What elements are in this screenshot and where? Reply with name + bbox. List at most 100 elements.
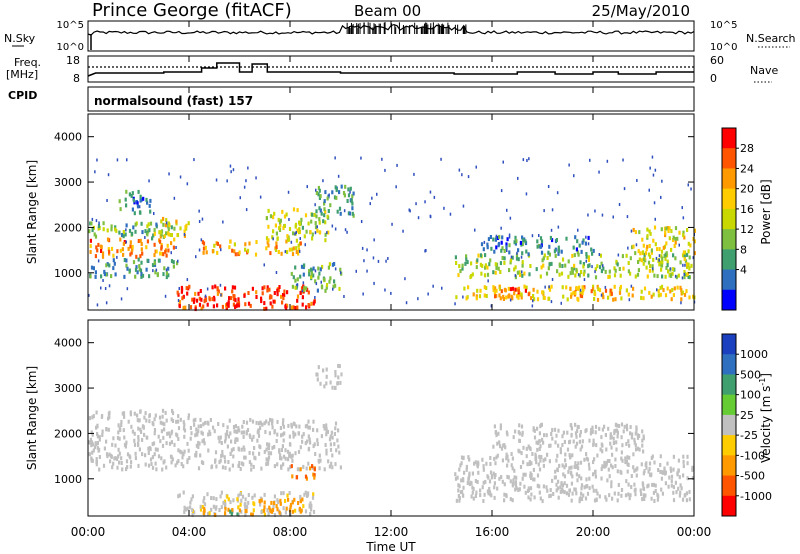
power-cell: [517, 176, 519, 180]
power-cell: [513, 291, 516, 296]
velocity-cell: [291, 453, 294, 458]
velocity-cell: [271, 445, 274, 450]
velocity-cell: [219, 458, 222, 463]
power-cell: [198, 296, 201, 301]
velocity-cell: [555, 482, 558, 487]
power-cell: [292, 246, 295, 251]
power-cell: [363, 259, 365, 263]
power-cell: [484, 253, 487, 258]
power-cell: [665, 241, 668, 246]
velocity-cell: [650, 496, 653, 501]
velocity-cell: [263, 449, 266, 454]
velocity-cell: [154, 461, 157, 466]
velocity-cell: [240, 430, 243, 435]
power-cell: [299, 237, 301, 240]
velocity-cell: [561, 434, 564, 439]
velocity-cell: [248, 460, 251, 465]
power-cell: [309, 230, 312, 235]
power-cell: [292, 231, 295, 236]
power-cell: [351, 201, 354, 206]
power-cell: [332, 284, 335, 289]
velocity-cell: [272, 505, 275, 510]
velocity-cell: [147, 463, 151, 468]
power-cell: [285, 239, 288, 244]
power-cell: [686, 271, 689, 276]
velocity-cell: [576, 424, 579, 429]
velocity-cell: [599, 447, 602, 452]
velocity-cell: [614, 464, 617, 468]
power-cell: [167, 227, 170, 232]
velocity-cell: [334, 421, 338, 426]
velocity-cell: [643, 497, 646, 501]
velocity-cell: [635, 447, 638, 452]
power-cell: [311, 236, 314, 241]
power-cell: [277, 250, 280, 254]
velocity-cell: [139, 409, 142, 414]
power-cell: [573, 263, 576, 268]
power-cell: [509, 298, 512, 302]
velocity-cell: [322, 368, 325, 373]
power-cell: [621, 254, 624, 259]
velocity-cell: [207, 448, 210, 453]
velocity-cell: [288, 442, 292, 447]
velocity-cell: [258, 451, 261, 456]
velocity-cell: [522, 460, 525, 465]
power-cell: [492, 287, 495, 292]
velocity-cell: [475, 490, 478, 495]
velocity-cell: [238, 508, 241, 513]
velocity-cell: [524, 472, 527, 477]
power-cell: [499, 296, 502, 301]
velocity-cell: [598, 426, 601, 431]
power-cell: [582, 264, 585, 269]
velocity-cell: [265, 457, 268, 462]
power-cell: [518, 270, 521, 275]
power-cell: [361, 246, 364, 250]
power-cell: [147, 229, 150, 234]
velocity-cell: [613, 431, 616, 436]
power-cell: [131, 207, 134, 212]
power-cell: [231, 248, 234, 253]
power-cell: [146, 258, 149, 263]
power-cell: [557, 248, 561, 253]
velocity-cell: [568, 466, 571, 471]
velocity-cell: [266, 442, 269, 447]
power-cell: [632, 227, 635, 232]
velocity-cell: [271, 418, 274, 423]
velocity-cell: [276, 507, 279, 512]
velocity-cell: [91, 432, 94, 437]
power-cell: [284, 304, 287, 309]
velocity-cell: [534, 456, 537, 461]
velocity-cell: [650, 456, 653, 460]
velocity-cell: [92, 414, 95, 419]
power-cell: [597, 287, 600, 292]
velocity-cell: [280, 448, 283, 452]
velocity-cell: [161, 443, 165, 448]
velocity-cell: [301, 434, 304, 439]
power-cell: [668, 273, 671, 277]
velocity-cell: [280, 465, 283, 470]
velocity-cell: [631, 432, 634, 437]
velocity-cell: [638, 447, 641, 452]
velocity-cell: [482, 480, 485, 485]
power-cell: [343, 295, 345, 298]
power-cell: [102, 221, 105, 226]
power-cell: [554, 253, 557, 258]
velocity-cell: [245, 431, 248, 436]
velocity-cell: [107, 411, 110, 416]
velocity-cell: [315, 372, 318, 377]
power-cell: [587, 257, 590, 262]
velocity-cell: [574, 464, 577, 469]
power-cell: [674, 274, 677, 278]
velocity-cell: [505, 493, 508, 498]
power-cell: [128, 192, 131, 197]
velocity-cell: [642, 471, 645, 476]
velocity-cell: [276, 419, 279, 424]
power-cell: [548, 262, 551, 267]
colorbar-swatch: [722, 148, 736, 169]
velocity-cell: [294, 432, 297, 437]
power-cell: [581, 240, 584, 245]
velocity-cell: [557, 443, 560, 448]
velocity-cell: [182, 490, 185, 495]
power-cell: [97, 259, 100, 263]
power-cell: [162, 222, 165, 227]
